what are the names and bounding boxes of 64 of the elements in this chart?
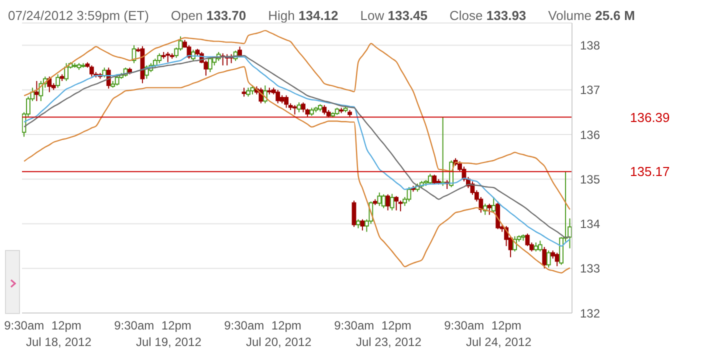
candlestick [487,203,492,216]
candlestick [157,52,162,64]
candlestick [47,76,52,93]
x-tick-label: 12pm [271,318,302,333]
candlestick [554,252,560,267]
candlestick [381,194,386,209]
x-tick-label: 9:30am [4,318,44,333]
candlestick [394,196,399,211]
candlestick [38,80,44,102]
line-series [24,66,570,274]
candlestick [352,200,356,228]
candlestick [377,192,382,206]
text: Open 133.70 [170,8,246,23]
y-tick-label: 132 [580,306,600,320]
candlestick [360,218,365,231]
y-tick-label: 133 [580,262,600,276]
candlestick [89,64,94,78]
text: Jul 18, 2012 [25,335,92,349]
candlestick [292,104,297,115]
candlestick [491,196,496,214]
x-tick-label: 12pm [161,318,192,333]
candlestick [428,173,432,186]
x-tick-label: 12pm [381,318,412,333]
text: Close 133.93 [450,8,526,23]
x-tick-label: 9:30am [114,318,154,333]
x-tick-label: 12pm [51,318,82,333]
candlestick [398,200,403,212]
candlestick [258,87,264,104]
y-tick-label: 138 [580,38,600,53]
candlestick [542,246,547,269]
y-tick-label: 136 [580,128,600,142]
x-tick-label: 12pm [491,318,522,333]
candlestick [64,62,69,82]
candlestick [276,89,280,104]
candlestick [56,74,60,88]
text: High 134.12 [268,8,338,23]
x-tick-label: 9:30am [334,318,374,333]
text: Jul 19, 2012 [135,335,202,349]
candlestick [322,104,327,115]
candlestick [386,194,390,211]
text: Volume 25.6 M [548,8,635,23]
y-tick-label: 137 [580,83,600,98]
x-tick-label: 9:30am [444,318,484,333]
candlestick [546,250,551,268]
line-series [24,30,570,210]
candlestick [390,193,394,211]
y-tick-label: 134 [580,217,600,232]
candlestick [284,94,289,108]
ref-line-label: 136.39 [630,110,670,125]
ref-line-label: 135.17 [630,164,670,180]
text: Low 133.45 [360,8,428,23]
chart-title: 07/24/2012 3:59pm (ET) [8,8,149,23]
candlestick [166,52,170,63]
candlestick [34,80,39,102]
candlestick [301,102,306,113]
y-tick-label: 135 [580,172,600,186]
candlestick [432,174,437,186]
candlestick [496,200,500,230]
candlestick [538,240,542,252]
x-tick-label: 9:30am [224,318,264,333]
text: Jul 23, 2012 [355,335,422,349]
text: Jul 20, 2012 [245,335,312,349]
candlestick [296,102,302,113]
text: Jul 24, 2012 [465,335,532,349]
